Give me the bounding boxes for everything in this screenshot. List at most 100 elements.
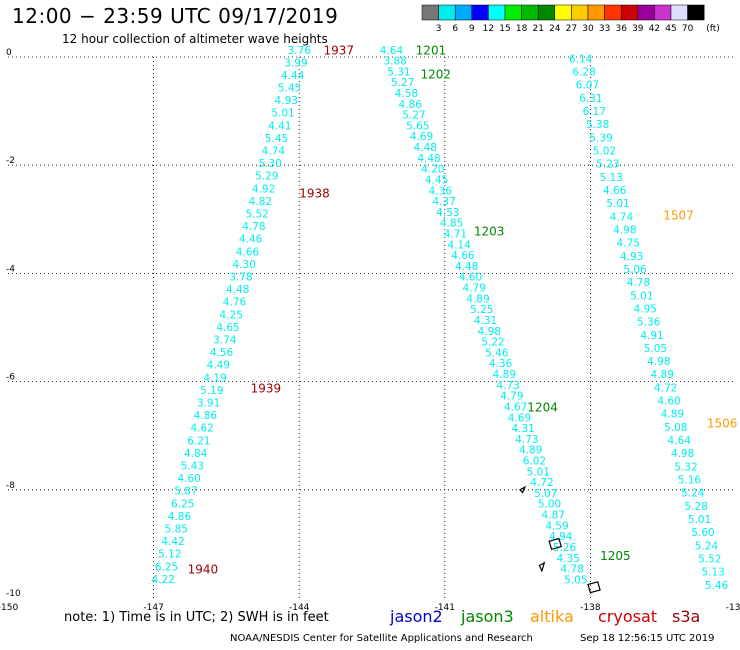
wave-height-value: 4.35	[557, 553, 580, 565]
wave-height-value: 4.86	[194, 410, 218, 422]
wave-height-value: 4.62	[190, 423, 213, 435]
time-label: 1940	[188, 563, 219, 577]
wave-height-value: 5.85	[165, 523, 188, 535]
time-label: 1507	[663, 208, 694, 222]
wave-height-value: 4.73	[496, 380, 519, 392]
wave-height-value: 4.93	[275, 95, 298, 107]
wave-height-value: 4.78	[560, 564, 583, 576]
legend-label: 12	[483, 24, 494, 34]
wave-height-value: 5.28	[685, 501, 708, 513]
wave-height-value: 5.25	[470, 304, 493, 316]
y-tick-label: -2	[6, 156, 15, 166]
wave-height-value: 5.06	[623, 264, 647, 276]
legend-label: 70	[682, 24, 694, 34]
legend-label: 6	[452, 24, 458, 34]
wave-height-value: 5.45	[278, 83, 301, 95]
island-outline	[519, 485, 527, 494]
wave-height-value: 4.46	[239, 234, 263, 246]
time-label: 1937	[323, 43, 354, 57]
wave-height-value: 5.23	[596, 159, 619, 171]
y-tick-label: -10	[6, 589, 21, 599]
legend-label: 18	[516, 24, 528, 34]
legend-label: 3	[436, 24, 442, 34]
time-label: 1202	[421, 68, 452, 82]
wave-height-value: 5.12	[158, 549, 181, 561]
wave-height-value: 4.78	[627, 277, 650, 289]
wave-height-value: 4.86	[168, 511, 192, 523]
y-tick-label: -6	[6, 373, 15, 383]
wave-height-value: 4.78	[242, 221, 265, 233]
wave-height-value: 5.46	[705, 580, 729, 592]
wave-height-value: 5.36	[637, 317, 661, 329]
wave-height-value: 4.84	[184, 448, 208, 460]
footnote: note: 1) Time is in UTC; 2) SWH is in fe…	[64, 610, 329, 625]
wave-height-value: 5.24	[695, 540, 719, 552]
wave-height-value: 4.79	[500, 391, 523, 403]
wave-height-value: 4.14	[447, 239, 471, 251]
island-outline	[548, 537, 563, 551]
legend-swatch	[687, 4, 705, 21]
page-subtitle: 12 hour collection of altimeter wave hei…	[62, 32, 328, 46]
legend-label: 30	[582, 24, 594, 34]
wave-height-value: 5.05	[644, 343, 667, 355]
wave-height-value: 4.19	[203, 372, 226, 384]
wave-height-value: 5.52	[245, 209, 268, 221]
satellite-legend-altika: altika	[530, 607, 574, 626]
wave-height-value: 4.92	[252, 183, 275, 195]
wave-height-value: 4.66	[451, 250, 475, 262]
wave-height-value: 4.69	[410, 131, 433, 143]
wave-height-value: 4.98	[478, 326, 501, 338]
wave-height-value: 4.60	[459, 272, 482, 284]
wave-height-value: 4.41	[268, 120, 291, 132]
wave-height-value: 3.91	[197, 397, 220, 409]
wave-height-value: 4.31	[474, 315, 497, 327]
wave-height-value: 4.66	[603, 185, 627, 197]
wave-height-value: 4.89	[661, 409, 684, 421]
wave-height-value: 4.87	[542, 510, 565, 522]
wave-height-value: 4.89	[466, 293, 489, 305]
wave-height-value: 4.66	[236, 246, 260, 258]
wave-height-value: 6.02	[523, 455, 546, 467]
wave-height-value: 6.25	[155, 561, 178, 573]
island-outline	[538, 561, 546, 573]
wave-height-value: 4.25	[220, 309, 243, 321]
wave-height-value: 4.48	[414, 142, 437, 154]
legend-label: 42	[649, 24, 660, 34]
wave-height-value: 4.89	[493, 369, 516, 381]
wave-height-value: 4.53	[436, 207, 459, 219]
wave-height-value: 5.01	[527, 466, 550, 478]
wave-height-value: 4.72	[530, 477, 553, 489]
wave-height-value: 4.72	[654, 382, 677, 394]
wave-height-value: 4.58	[395, 88, 418, 100]
wave-height-value: 4.64	[380, 45, 404, 57]
x-tick-label: -138	[580, 603, 601, 613]
y-tick-label: -8	[6, 481, 15, 491]
wave-height-value: 4.74	[262, 146, 286, 158]
y-tick-label: -4	[6, 264, 15, 274]
y-tick-label: 0	[6, 48, 12, 58]
wave-height-value: 4.48	[455, 261, 478, 273]
wave-height-value: 6.31	[579, 93, 602, 105]
island-outline	[587, 581, 601, 594]
wave-height-value: 4.98	[613, 224, 636, 236]
color-legend: 3 6 9 12 15 18 21 24 27 30 33 36 39 42 45 70 (ft)	[421, 4, 720, 34]
wave-height-value: 4.31	[511, 423, 534, 435]
legend-label: 33	[599, 24, 610, 34]
wave-height-value: 5.31	[387, 66, 410, 78]
x-tick-label: -147	[143, 603, 163, 613]
wave-height-value: 5.01	[688, 514, 711, 526]
wave-height-value: 5.46	[485, 347, 509, 359]
wave-height-value: 5.22	[481, 337, 504, 349]
wave-height-value: 5.87	[174, 486, 197, 498]
wave-height-value: 5.39	[589, 132, 612, 144]
legend-label: 9	[469, 24, 475, 34]
wave-height-value: 4.82	[249, 196, 272, 208]
wave-height-value: 5.27	[402, 110, 425, 122]
wave-height-value: 4.48	[226, 284, 249, 296]
wave-height-value: 4.37	[432, 196, 455, 208]
legend-label: 36	[615, 24, 627, 34]
time-label: 1201	[416, 43, 447, 57]
wave-height-value: 4.73	[515, 434, 538, 446]
wave-height-value: 4.69	[508, 412, 531, 424]
wave-height-value: 5.01	[271, 108, 294, 120]
